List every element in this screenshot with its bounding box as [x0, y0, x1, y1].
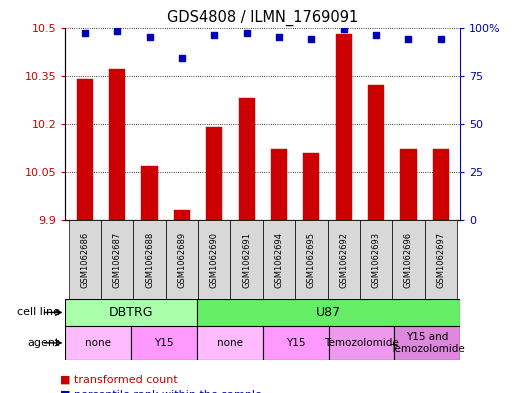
Bar — [198, 220, 231, 299]
Bar — [77, 79, 93, 220]
Text: cell line: cell line — [17, 307, 60, 318]
Text: Y15: Y15 — [286, 338, 305, 348]
Bar — [360, 220, 392, 299]
Point — [275, 34, 283, 40]
Text: GSM1062696: GSM1062696 — [404, 232, 413, 288]
Text: Y15: Y15 — [154, 338, 174, 348]
Bar — [238, 98, 255, 220]
Text: GSM1062694: GSM1062694 — [275, 232, 283, 288]
Text: GSM1062691: GSM1062691 — [242, 232, 251, 288]
Text: U87: U87 — [316, 306, 341, 319]
Bar — [69, 220, 101, 299]
Bar — [109, 69, 125, 220]
Bar — [65, 326, 131, 360]
Text: none: none — [85, 338, 111, 348]
Text: Y15 and
Temozolomide: Y15 and Temozolomide — [390, 332, 465, 354]
Point — [145, 34, 154, 40]
Point — [113, 28, 121, 35]
Text: GSM1062688: GSM1062688 — [145, 232, 154, 288]
Bar — [166, 220, 198, 299]
Bar — [141, 165, 157, 220]
Bar — [197, 299, 460, 326]
Bar — [303, 153, 320, 220]
Point — [307, 36, 315, 42]
Text: GSM1062693: GSM1062693 — [371, 232, 381, 288]
Bar — [401, 149, 416, 220]
Point — [243, 30, 251, 37]
Text: GSM1062690: GSM1062690 — [210, 232, 219, 288]
Bar — [425, 220, 457, 299]
Bar — [433, 149, 449, 220]
Bar — [271, 149, 287, 220]
Text: none: none — [217, 338, 243, 348]
Bar — [197, 326, 263, 360]
Text: GSM1062695: GSM1062695 — [307, 232, 316, 288]
Bar — [231, 220, 263, 299]
Text: GSM1062692: GSM1062692 — [339, 232, 348, 288]
Bar — [392, 220, 425, 299]
Text: ■ percentile rank within the sample: ■ percentile rank within the sample — [60, 390, 262, 393]
Bar — [263, 220, 295, 299]
Text: DBTRG: DBTRG — [109, 306, 153, 319]
Text: GSM1062687: GSM1062687 — [112, 232, 122, 288]
Bar — [328, 326, 394, 360]
Bar — [131, 326, 197, 360]
Point — [372, 32, 380, 39]
Bar — [368, 85, 384, 220]
Text: GSM1062686: GSM1062686 — [81, 232, 89, 288]
Bar — [133, 220, 166, 299]
Point — [404, 36, 413, 42]
Bar — [263, 326, 328, 360]
Point — [339, 26, 348, 33]
Bar — [101, 220, 133, 299]
Text: Temozolomide: Temozolomide — [324, 338, 399, 348]
Point — [81, 30, 89, 37]
Point — [437, 36, 445, 42]
Point — [178, 55, 186, 61]
Bar — [336, 34, 352, 220]
Bar — [174, 211, 190, 220]
Point — [210, 32, 219, 39]
Title: GDS4808 / ILMN_1769091: GDS4808 / ILMN_1769091 — [167, 10, 358, 26]
Text: ■ transformed count: ■ transformed count — [60, 374, 178, 384]
Bar — [327, 220, 360, 299]
Text: GSM1062689: GSM1062689 — [177, 232, 186, 288]
Bar — [65, 299, 197, 326]
Bar — [206, 127, 222, 220]
Bar — [394, 326, 460, 360]
Text: GSM1062697: GSM1062697 — [436, 232, 445, 288]
Text: agent: agent — [28, 338, 60, 348]
Bar — [295, 220, 327, 299]
